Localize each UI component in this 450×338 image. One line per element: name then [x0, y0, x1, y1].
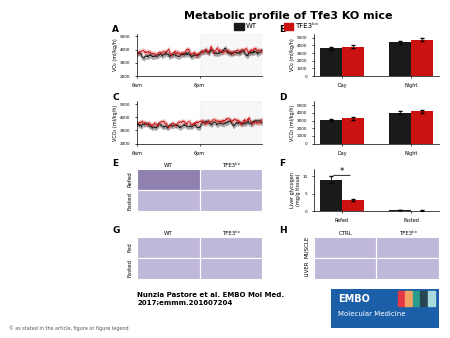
Bar	[314, 258, 377, 279]
Text: F: F	[279, 159, 285, 168]
Bar	[199, 237, 262, 258]
Bar	[137, 169, 199, 190]
Text: Fasted: Fasted	[127, 192, 132, 210]
Text: Fasted: Fasted	[127, 259, 132, 277]
Text: *: *	[340, 167, 344, 176]
Bar	[320, 179, 342, 211]
Text: WT: WT	[164, 163, 173, 168]
Bar	[342, 200, 364, 211]
Text: Nunzia Pastore et al. EMBO Mol Med.: Nunzia Pastore et al. EMBO Mol Med.	[137, 292, 284, 298]
Bar	[314, 237, 377, 258]
Text: G: G	[112, 226, 120, 235]
Bar	[411, 40, 433, 76]
Text: Metabolic profile of Tfe3 KO mice: Metabolic profile of Tfe3 KO mice	[184, 11, 392, 21]
Text: LIVER: LIVER	[304, 261, 309, 276]
Bar	[199, 258, 262, 279]
Bar	[420, 291, 427, 307]
Text: E: E	[112, 159, 118, 168]
Bar	[137, 258, 199, 279]
Text: TFE3ᵏᵒ: TFE3ᵏᵒ	[295, 23, 318, 29]
Text: Molecular Medicine: Molecular Medicine	[338, 311, 406, 317]
Y-axis label: VO₂ (ml/kg/h): VO₂ (ml/kg/h)	[290, 39, 295, 71]
Bar	[389, 210, 411, 211]
Y-axis label: Liver glycogen
(mg/g tissue): Liver glycogen (mg/g tissue)	[290, 172, 301, 208]
Bar	[377, 258, 439, 279]
Text: WT: WT	[164, 231, 173, 236]
Bar	[199, 34, 262, 76]
Text: Fed: Fed	[127, 242, 132, 252]
Bar	[342, 118, 364, 144]
Y-axis label: VCO₂ (ml/kg/h): VCO₂ (ml/kg/h)	[290, 104, 295, 141]
Bar	[411, 112, 433, 144]
Bar	[413, 291, 419, 307]
Bar	[320, 120, 342, 144]
Bar	[377, 237, 439, 258]
Y-axis label: VO₂ (ml/kg/h): VO₂ (ml/kg/h)	[113, 39, 118, 71]
Text: TFE3ᵏᵒ: TFE3ᵏᵒ	[222, 163, 240, 168]
Bar	[389, 113, 411, 144]
Text: © as stated in the article, figure or figure legend: © as stated in the article, figure or fi…	[9, 325, 129, 331]
Y-axis label: VCO₂ (ml/kg/h): VCO₂ (ml/kg/h)	[113, 104, 118, 141]
Text: D: D	[279, 93, 287, 102]
Bar	[199, 169, 262, 190]
Bar	[137, 190, 199, 211]
Bar	[137, 237, 199, 258]
Text: EMBO: EMBO	[338, 294, 370, 304]
Bar	[428, 291, 435, 307]
Text: Refed: Refed	[127, 172, 132, 188]
Bar	[199, 101, 262, 144]
Text: CTRL: CTRL	[338, 231, 352, 236]
Bar	[342, 47, 364, 76]
Bar	[398, 291, 405, 307]
Text: A: A	[112, 25, 119, 34]
Text: H: H	[279, 226, 287, 235]
Text: WT: WT	[246, 23, 257, 29]
Bar	[405, 291, 412, 307]
Bar	[389, 42, 411, 76]
Text: MUSCLE: MUSCLE	[304, 236, 309, 258]
Text: B: B	[279, 25, 286, 34]
Text: C: C	[112, 93, 119, 102]
Text: TFE3ᵏᵒ: TFE3ᵏᵒ	[222, 231, 240, 236]
Text: TFE3ᵏᵒ: TFE3ᵏᵒ	[399, 231, 417, 236]
Text: 2017;emmm.201607204: 2017;emmm.201607204	[137, 300, 233, 306]
Bar	[320, 48, 342, 76]
Bar	[199, 190, 262, 211]
